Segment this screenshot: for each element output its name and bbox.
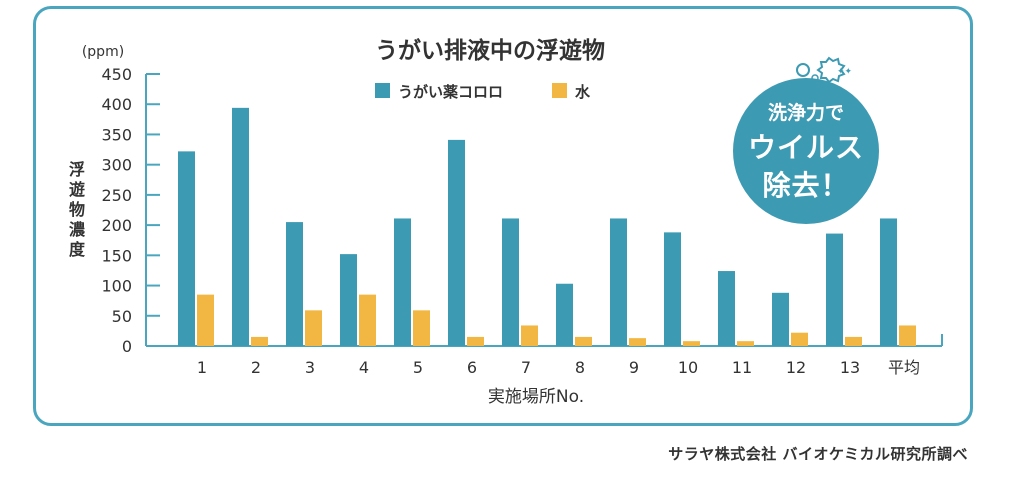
bar-korolo: [556, 283, 573, 346]
bar-korolo: [664, 232, 681, 346]
x-tick-label: 8: [575, 358, 585, 377]
bar-korolo: [826, 233, 843, 346]
y-tick-label: 300: [101, 156, 132, 175]
y-axis-label-char: 遊: [69, 180, 85, 199]
bar-water: [413, 310, 430, 346]
source-note: サラヤ株式会社 バイオケミカル研究所調べ: [668, 445, 968, 463]
y-tick-label: 200: [101, 216, 132, 235]
bar-korolo: [394, 218, 411, 346]
bar-water: [629, 338, 646, 346]
bar-water: [467, 336, 484, 346]
chart-title: うがい排液中の浮遊物: [375, 37, 605, 64]
legend-label: 水: [575, 83, 591, 101]
bar-water: [575, 336, 592, 346]
bar-korolo: [772, 292, 789, 346]
bar-korolo: [718, 271, 735, 346]
bar-korolo: [880, 218, 897, 346]
bar-water: [845, 336, 862, 346]
sparkle-icon: ✦✦: [796, 56, 853, 84]
x-tick-label: 7: [521, 358, 531, 377]
chart-axes: [145, 73, 943, 347]
bar-korolo: [448, 139, 465, 346]
y-unit-label: (ppm): [82, 44, 124, 60]
bar-korolo: [502, 218, 519, 346]
x-tick-label: 2: [251, 358, 261, 377]
x-tick-label: 6: [467, 358, 477, 377]
badge-line1: 洗浄力で: [767, 102, 844, 124]
x-tick-label: 5: [413, 358, 423, 377]
badge-line3: 除去！: [762, 169, 850, 202]
bar-water: [737, 341, 754, 346]
y-tick-label: 400: [101, 95, 132, 114]
y-tick-label: 450: [101, 65, 132, 84]
x-tick-label: 4: [359, 358, 369, 377]
y-axis-label-char: 物: [69, 200, 85, 219]
bar-water: [521, 325, 538, 346]
y-axis-label-char: 度: [69, 240, 86, 259]
bar-korolo: [340, 254, 357, 346]
legend-swatch: [552, 83, 567, 98]
x-tick-label: 12: [786, 358, 806, 377]
bar-water: [251, 336, 268, 346]
y-axis-label-char: 濃: [69, 220, 86, 239]
bar-korolo: [610, 218, 627, 346]
y-tick-label: 50: [112, 307, 132, 326]
y-axis-label-char: 浮: [69, 160, 85, 179]
x-axis-label: 実施場所No.: [488, 387, 584, 407]
bar-water: [683, 341, 700, 346]
bar-water: [305, 310, 322, 346]
y-tick-label: 350: [101, 125, 132, 144]
x-tick-label: 平均: [888, 358, 920, 377]
bar-water: [899, 325, 916, 346]
bar-water: [359, 294, 376, 346]
x-tick-label: 9: [629, 358, 639, 377]
x-tick-label: 13: [840, 358, 860, 377]
bar-water: [197, 294, 214, 346]
y-tick-label: 0: [122, 337, 132, 356]
bar-korolo: [286, 222, 303, 346]
y-tick-label: 100: [101, 277, 132, 296]
x-tick-label: 10: [678, 358, 698, 377]
x-tick-label: 11: [732, 358, 752, 377]
legend-label: うがい薬コロロ: [398, 83, 503, 101]
virus-removal-badge: 洗浄力で ウイルス 除去！: [733, 78, 879, 224]
legend-swatch: [375, 83, 390, 98]
svg-text:✦✦: ✦✦: [837, 67, 853, 77]
bar-korolo: [232, 107, 249, 346]
x-tick-label: 3: [305, 358, 315, 377]
chart-bars: [178, 107, 916, 346]
bar-water: [791, 332, 808, 346]
x-tick-label: 1: [197, 358, 207, 377]
y-tick-label: 250: [101, 186, 132, 205]
badge-line2: ウイルス: [747, 131, 864, 164]
bar-korolo: [178, 151, 195, 346]
y-tick-label: 150: [101, 246, 132, 265]
